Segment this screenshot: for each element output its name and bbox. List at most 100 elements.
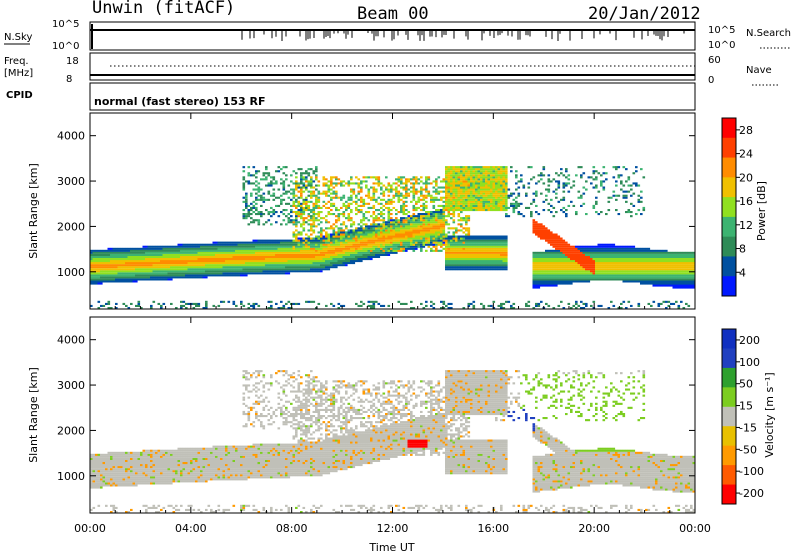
- heatmap-cell: [500, 198, 503, 201]
- heatmap-cell: [390, 202, 393, 205]
- heatmap-cell: [487, 247, 491, 250]
- heatmap-cell: [430, 215, 433, 218]
- heatmap-cell: [162, 276, 166, 279]
- heatmap-cell: [467, 168, 471, 171]
- heatmap-cell: [297, 209, 301, 212]
- heatmap-cell: [495, 268, 498, 271]
- heatmap-cell: [102, 304, 106, 307]
- heatmap-cell: [300, 241, 303, 244]
- heatmap-cell: [297, 249, 301, 252]
- heatmap-cell: [437, 223, 441, 226]
- heatmap-cell: [150, 307, 153, 310]
- heatmap-cell: [390, 213, 393, 216]
- heatmap-cell: [245, 196, 248, 199]
- heatmap-cell: [502, 186, 506, 189]
- heatmap-cell: [332, 266, 336, 269]
- heatmap-cell: [310, 223, 313, 226]
- heatmap-cell: [295, 204, 298, 207]
- heatmap-cell: [375, 300, 378, 303]
- heatmap-cell: [477, 202, 481, 205]
- heatmap-cell: [310, 266, 313, 269]
- heatmap-cell: [390, 200, 393, 203]
- heatmap-cell: [220, 260, 223, 263]
- heatmap-cell: [472, 251, 476, 254]
- heatmap-cell: [265, 247, 268, 250]
- heatmap-cell: [165, 253, 168, 256]
- heatmap-cell: [447, 192, 451, 195]
- heatmap-cell: [140, 253, 143, 256]
- heatmap-cell: [545, 268, 548, 271]
- heatmap-cell: [197, 249, 201, 252]
- heatmap-cell: [340, 264, 343, 267]
- heatmap-cell: [247, 264, 251, 267]
- heatmap-cell: [505, 190, 508, 193]
- heatmap-cell: [275, 268, 278, 271]
- heatmap-cell: [545, 237, 548, 240]
- heatmap-cell: [145, 268, 148, 271]
- heatmap-cell: [395, 229, 398, 232]
- heatmap-cell: [490, 304, 493, 307]
- heatmap-cell: [310, 196, 313, 199]
- heatmap-cell: [360, 227, 363, 230]
- heatmap-cell: [492, 166, 496, 169]
- heatmap-cell: [380, 227, 383, 230]
- heatmap-cell: [107, 278, 111, 281]
- heatmap-cell: [305, 249, 308, 252]
- heatmap-cell: [320, 217, 323, 220]
- heatmap-cell: [250, 258, 253, 261]
- heatmap-cell: [502, 255, 506, 258]
- heatmap-cell: [90, 253, 93, 256]
- heatmap-cell: [152, 249, 156, 252]
- heatmap-cell: [452, 196, 456, 199]
- heatmap-cell: [535, 268, 538, 271]
- heatmap-cell: [547, 235, 551, 238]
- heatmap-cell: [360, 233, 363, 236]
- heatmap-cell: [255, 170, 258, 173]
- heatmap-cell: [127, 255, 131, 258]
- heatmap-cell: [502, 247, 506, 250]
- heatmap-cell: [155, 245, 158, 248]
- heatmap-cell: [470, 247, 473, 250]
- heatmap-cell: [492, 264, 496, 267]
- heatmap-cell: [425, 233, 428, 236]
- heatmap-cell: [535, 260, 538, 263]
- heatmap-cell: [367, 249, 371, 252]
- heatmap-cell: [247, 213, 251, 216]
- heatmap-cell: [325, 194, 328, 197]
- heatmap-cell: [182, 255, 186, 258]
- heatmap-cell: [427, 176, 431, 179]
- heatmap-cell: [542, 225, 546, 228]
- heatmap-cell: [387, 241, 391, 244]
- heatmap-cell: [467, 174, 471, 177]
- heatmap-cell: [347, 213, 351, 216]
- heatmap-cell: [320, 249, 323, 252]
- heatmap-cell: [267, 198, 271, 201]
- heatmap-cell: [482, 253, 486, 256]
- heatmap-cell: [172, 255, 176, 258]
- heatmap-cell: [420, 213, 423, 216]
- heatmap-cell: [502, 182, 506, 185]
- heatmap-cell: [122, 268, 126, 271]
- heatmap-cell: [467, 178, 471, 181]
- heatmap-cell: [457, 251, 461, 254]
- heatmap-cell: [285, 245, 288, 248]
- heatmap-cell: [465, 266, 468, 269]
- heatmap-cell: [460, 266, 463, 269]
- heatmap-cell: [140, 274, 143, 277]
- heatmap-cell: [297, 182, 301, 185]
- heatmap-cell: [207, 253, 211, 256]
- heatmap-cell: [432, 204, 436, 207]
- heatmap-cell: [462, 239, 466, 242]
- heatmap-cell: [322, 258, 326, 261]
- heatmap-cell: [535, 266, 538, 269]
- heatmap-cell: [407, 221, 411, 224]
- heatmap-cell: [190, 272, 193, 275]
- heatmap-cell: [115, 262, 118, 265]
- heatmap-cell: [320, 241, 323, 244]
- heatmap-cell: [392, 196, 396, 199]
- heatmap-cell: [347, 243, 351, 246]
- heatmap-cell: [475, 182, 478, 185]
- heatmap-cell: [402, 243, 406, 246]
- heatmap-cell: [160, 255, 163, 258]
- heatmap-cell: [342, 229, 346, 232]
